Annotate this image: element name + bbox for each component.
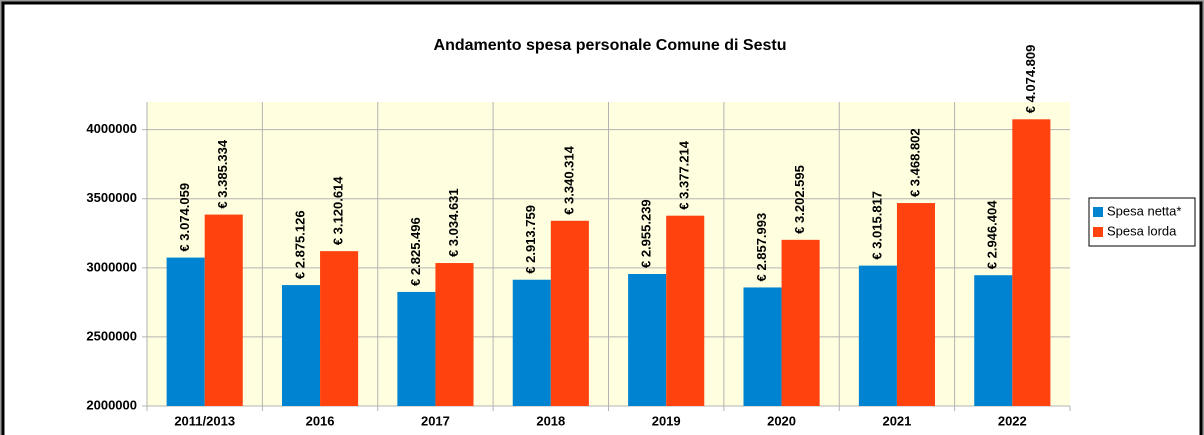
legend-swatch	[1093, 227, 1103, 237]
value-label: € 2.946.404	[985, 200, 1000, 269]
value-label: € 3.120.614	[331, 176, 346, 245]
legend-swatch	[1093, 207, 1103, 217]
value-label: € 3.202.595	[792, 165, 807, 234]
y-tick-label: 3500000	[86, 190, 137, 205]
bar	[512, 279, 551, 406]
value-label: € 3.034.631	[446, 188, 461, 257]
value-label: € 3.074.059	[177, 183, 192, 252]
bar	[320, 251, 359, 406]
value-label: € 2.875.126	[292, 210, 307, 279]
bar	[666, 215, 705, 406]
x-tick-label: 2019	[652, 413, 681, 428]
x-tick-label: 2018	[536, 413, 565, 428]
legend-label: Spesa lorda	[1107, 223, 1177, 238]
value-label: € 2.825.496	[408, 217, 423, 286]
value-label: € 2.913.759	[523, 205, 538, 274]
bar	[166, 257, 205, 406]
x-tick-label: 2022	[998, 413, 1027, 428]
bar	[896, 203, 936, 406]
legend	[1088, 197, 1196, 247]
bar	[397, 291, 436, 406]
bar	[550, 220, 589, 406]
y-tick-label: 4000000	[86, 121, 137, 136]
bar	[1012, 119, 1051, 406]
x-tick-label: 2021	[882, 413, 911, 428]
x-tick-label: 2017	[421, 413, 450, 428]
chart-title: Andamento spesa personale Comune di Sest…	[434, 37, 787, 54]
bar	[858, 265, 897, 406]
y-tick-label: 2500000	[86, 328, 137, 343]
bar	[204, 214, 243, 406]
bar	[281, 285, 321, 406]
value-label: € 3.340.314	[561, 145, 576, 214]
value-label: € 2.857.993	[754, 213, 769, 282]
x-tick-label: 2011/2013	[174, 413, 235, 428]
bar	[974, 275, 1013, 406]
bar	[743, 287, 782, 406]
value-label: € 3.468.802	[907, 128, 922, 197]
value-label: € 4.074.809	[1023, 45, 1038, 114]
x-tick-label: 2016	[306, 413, 335, 428]
bar	[781, 239, 820, 406]
value-label: € 2.955.239	[639, 199, 654, 268]
value-label: € 3.377.214	[677, 140, 692, 209]
legend-label: Spesa netta*	[1107, 203, 1181, 218]
value-label: € 3.015.817	[869, 191, 884, 260]
bar	[435, 263, 474, 406]
x-tick-label: 2020	[767, 413, 796, 428]
y-tick-label: 3000000	[86, 259, 137, 274]
y-tick-label: 2000000	[86, 397, 137, 412]
bar	[628, 274, 667, 406]
value-label: € 3.385.334	[215, 139, 230, 208]
